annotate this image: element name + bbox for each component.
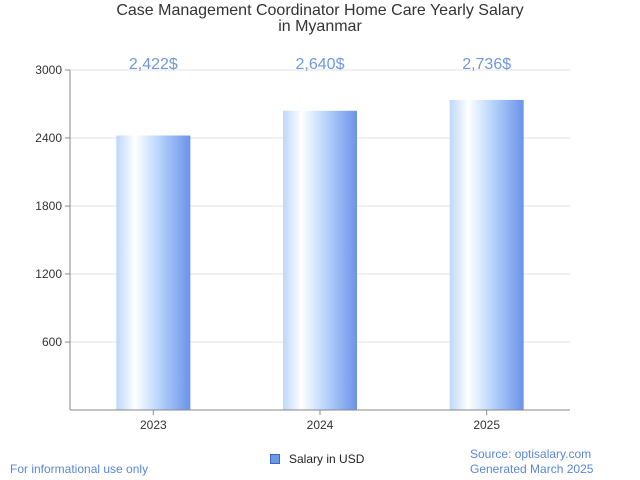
legend-swatch [270, 454, 280, 464]
data-label: 2,422$ [129, 56, 178, 73]
chart-title-line-1: Case Management Coordinator Home Care Ye… [116, 2, 524, 19]
legend: Salary in USD [270, 452, 364, 466]
x-tick-label: 2025 [473, 418, 500, 432]
y-tick-label: 600 [42, 335, 62, 349]
data-label: 2,640$ [296, 56, 345, 73]
source-text: Source: optisalary.com [470, 447, 592, 461]
footer-source: Source: optisalary.com Generated March 2… [470, 447, 593, 477]
bar-2023 [116, 135, 191, 411]
y-tick-label: 1200 [35, 267, 62, 281]
x-tick-label: 2023 [140, 418, 167, 432]
data-label: 2,736$ [462, 56, 511, 73]
bar-2024 [283, 110, 357, 411]
disclaimer-text: For informational use only [10, 462, 149, 476]
chart-title-line-2: in Myanmar [278, 18, 362, 35]
x-tick-label: 2024 [307, 418, 334, 432]
bar-2025 [449, 99, 524, 411]
y-tick-label: 2400 [35, 131, 62, 145]
y-tick-label: 1800 [35, 199, 62, 213]
chart-title: Case Management Coordinator Home Care Ye… [0, 3, 640, 35]
y-tick-label: 3000 [35, 63, 62, 77]
legend-label: Salary in USD [289, 452, 365, 466]
generated-text: Generated March 2025 [470, 462, 594, 476]
